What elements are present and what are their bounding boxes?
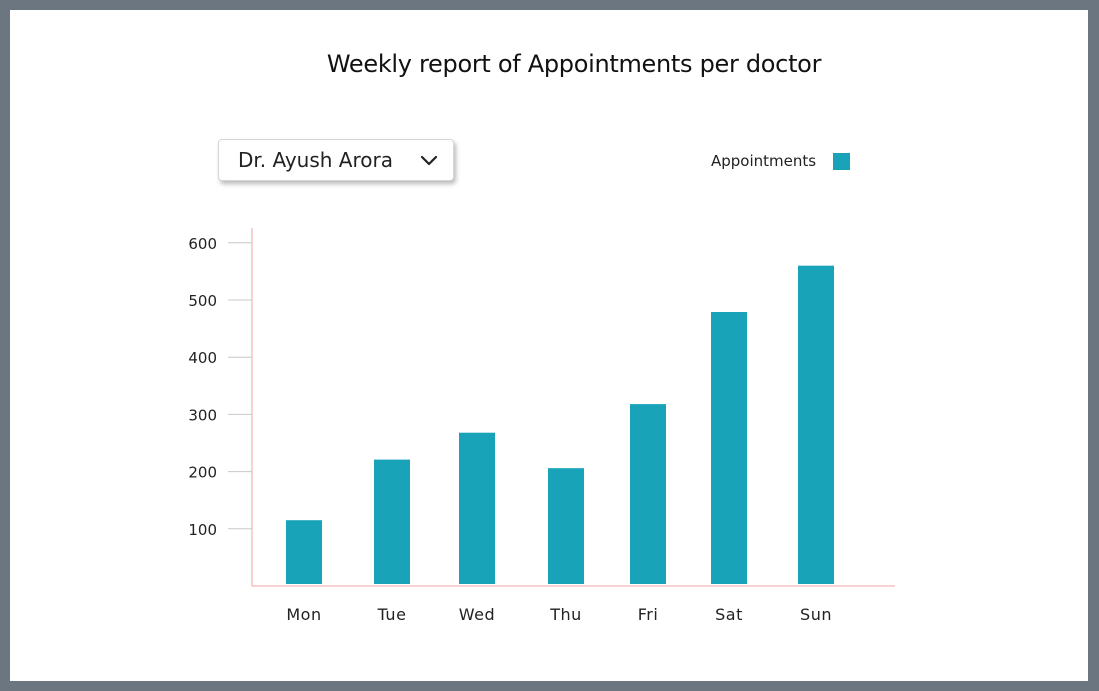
x-tick-label: Tue — [377, 605, 407, 624]
y-tick-label: 500 — [188, 292, 217, 310]
bar-mon — [286, 520, 322, 584]
bar-fri — [630, 404, 666, 584]
chevron-down-icon — [420, 155, 438, 166]
y-tick-label: 400 — [188, 349, 217, 367]
y-tick-label: 100 — [188, 521, 217, 539]
bar-wed — [459, 432, 495, 584]
y-tick-label: 200 — [188, 464, 217, 482]
bar-sun — [798, 265, 834, 584]
doctor-select-value: Dr. Ayush Arora — [238, 148, 393, 172]
x-tick-label: Sun — [800, 605, 832, 624]
x-tick-label: Mon — [286, 605, 321, 624]
bar-chart: 100 200 300 400 500 600 Mon Tue Wed Thu Fri Sat Sun — [188, 228, 895, 624]
legend-swatch — [833, 153, 851, 170]
bar-sat — [711, 312, 747, 584]
x-tick-label: Wed — [459, 605, 495, 624]
x-tick-label: Sat — [715, 605, 743, 624]
x-tick-label: Fri — [638, 605, 659, 624]
y-tick-label: 600 — [188, 235, 217, 253]
legend-label: Appointments — [711, 151, 817, 170]
bar-thu — [548, 468, 584, 584]
bar-tue — [374, 459, 410, 584]
report-card: Weekly report of Appointments per doctor… — [10, 10, 1088, 681]
chart-title: Weekly report of Appointments per doctor — [326, 50, 822, 78]
doctor-select-dropdown[interactable]: Dr. Ayush Arora — [218, 139, 454, 181]
x-tick-label: Thu — [549, 605, 582, 624]
chart-legend: Appointments — [711, 151, 851, 170]
y-tick-label: 300 — [188, 406, 217, 424]
